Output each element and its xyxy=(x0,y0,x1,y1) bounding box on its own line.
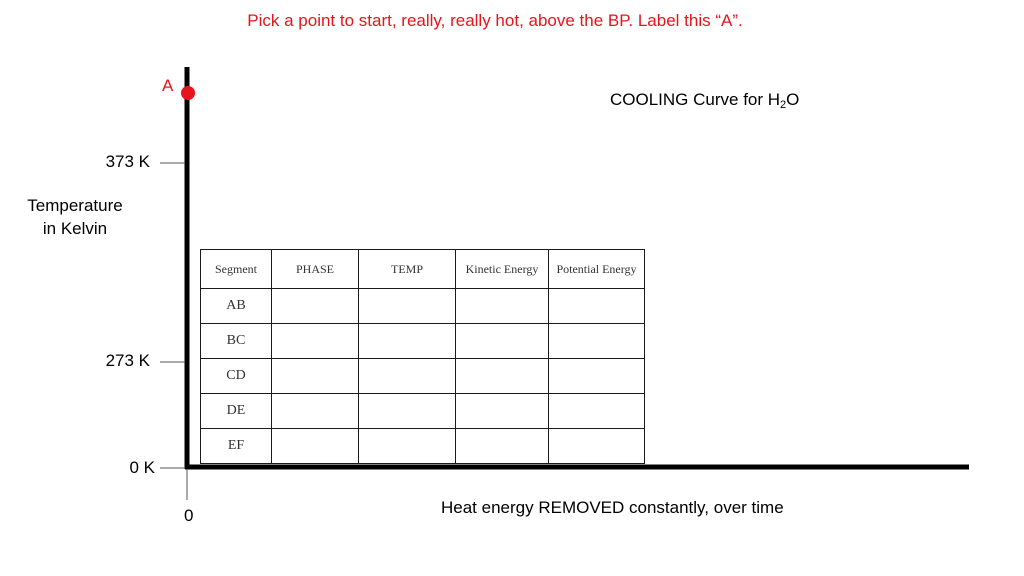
phase-cell[interactable] xyxy=(271,288,359,324)
table-row: BC xyxy=(200,323,645,359)
tick-label-0k: 0 K xyxy=(129,458,155,477)
phase-cell[interactable] xyxy=(271,428,359,464)
start-point-a xyxy=(181,86,195,100)
table-row: EF xyxy=(200,428,645,464)
title-text: COOLING Curve for H xyxy=(610,90,781,109)
temp-cell[interactable] xyxy=(358,428,456,464)
table-row: AB xyxy=(200,288,645,324)
potential-energy-cell[interactable] xyxy=(548,288,645,324)
potential-energy-cell[interactable] xyxy=(548,358,645,394)
header-temp: TEMP xyxy=(358,249,456,289)
potential-energy-cell[interactable] xyxy=(548,428,645,464)
table-header-row: Segment PHASE TEMP Kinetic Energy Potent… xyxy=(200,249,645,289)
header-phase: PHASE xyxy=(271,249,359,289)
potential-energy-cell[interactable] xyxy=(548,393,645,429)
kinetic-energy-cell[interactable] xyxy=(455,393,549,429)
x-axis-label: Heat energy REMOVED constantly, over tim… xyxy=(441,498,784,517)
segment-table: Segment PHASE TEMP Kinetic Energy Potent… xyxy=(200,249,645,464)
segment-cell: AB xyxy=(200,288,272,324)
kinetic-energy-cell[interactable] xyxy=(455,288,549,324)
potential-energy-cell[interactable] xyxy=(548,323,645,359)
header-potential-energy: Potential Energy xyxy=(548,249,645,289)
point-a-label: A xyxy=(162,76,174,95)
segment-cell: CD xyxy=(200,358,272,394)
segment-cell: BC xyxy=(200,323,272,359)
y-axis-label: Temperature in Kelvin xyxy=(18,194,132,240)
x-axis-origin-label: 0 xyxy=(184,506,194,525)
title-subscript: 2 xyxy=(780,99,787,111)
title-suffix: O xyxy=(786,90,800,109)
y-axis-label-line2: in Kelvin xyxy=(42,219,108,238)
header-segment: Segment xyxy=(200,249,272,289)
kinetic-energy-cell[interactable] xyxy=(455,323,549,359)
segment-cell: EF xyxy=(200,428,272,464)
diagram-title: COOLING Curve for H2O xyxy=(610,90,799,111)
kinetic-energy-cell[interactable] xyxy=(455,358,549,394)
temp-cell[interactable] xyxy=(358,358,456,394)
instruction-text: Pick a point to start, really, really ho… xyxy=(247,11,743,30)
temp-cell[interactable] xyxy=(358,288,456,324)
phase-cell[interactable] xyxy=(271,393,359,429)
temp-cell[interactable] xyxy=(358,323,456,359)
table-row: CD xyxy=(200,358,645,394)
phase-cell[interactable] xyxy=(271,358,359,394)
header-kinetic-energy: Kinetic Energy xyxy=(455,249,549,289)
table-row: DE xyxy=(200,393,645,429)
kinetic-energy-cell[interactable] xyxy=(455,428,549,464)
tick-label-373: 373 K xyxy=(105,152,150,171)
temp-cell[interactable] xyxy=(358,393,456,429)
tick-label-273: 273 K xyxy=(105,351,150,370)
segment-cell: DE xyxy=(200,393,272,429)
phase-cell[interactable] xyxy=(271,323,359,359)
y-axis-label-line1: Temperature xyxy=(27,196,123,215)
